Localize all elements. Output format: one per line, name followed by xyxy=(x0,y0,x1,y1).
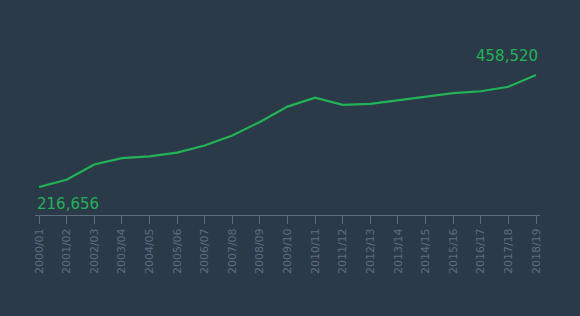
svg-text:2016/17: 2016/17 xyxy=(474,228,487,274)
svg-text:2003/04: 2003/04 xyxy=(115,228,128,274)
svg-text:2009/10: 2009/10 xyxy=(281,228,294,274)
svg-text:2002/03: 2002/03 xyxy=(88,228,101,274)
svg-text:458,520: 458,520 xyxy=(476,47,538,65)
svg-text:2007/08: 2007/08 xyxy=(226,228,239,274)
svg-text:2008/09: 2008/09 xyxy=(253,228,266,274)
svg-text:2000/01: 2000/01 xyxy=(33,228,46,274)
svg-text:2006/07: 2006/07 xyxy=(198,228,211,274)
svg-text:2011/12: 2011/12 xyxy=(336,228,349,274)
svg-text:2013/14: 2013/14 xyxy=(392,228,405,274)
svg-text:2017/18: 2017/18 xyxy=(502,228,515,274)
svg-text:216,656: 216,656 xyxy=(37,195,99,213)
svg-text:2010/11: 2010/11 xyxy=(309,228,322,274)
svg-text:2012/13: 2012/13 xyxy=(364,228,377,274)
svg-text:2001/02: 2001/02 xyxy=(60,228,73,274)
svg-text:2018/19: 2018/19 xyxy=(530,228,543,274)
svg-text:2015/16: 2015/16 xyxy=(447,228,460,274)
svg-text:2005/06: 2005/06 xyxy=(171,228,184,274)
svg-text:2004/05: 2004/05 xyxy=(143,228,156,274)
svg-text:2014/15: 2014/15 xyxy=(419,228,432,274)
